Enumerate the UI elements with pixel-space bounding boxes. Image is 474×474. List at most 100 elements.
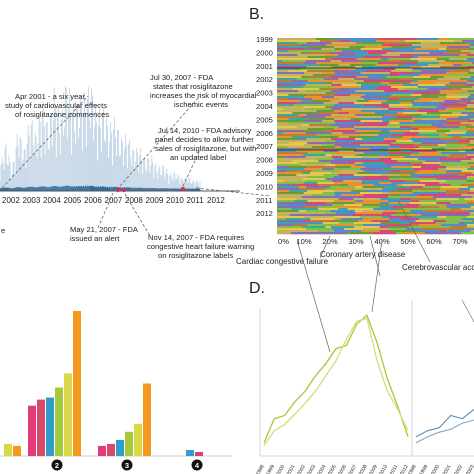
b-band-segment [324,54,339,57]
b-band-segment [469,68,474,71]
b-band-segment [440,162,468,165]
b-band-segment [316,86,334,89]
b-band-segment [412,216,438,219]
b-band-segment [412,140,440,143]
b-band-segment [282,60,306,63]
b-band-segment [378,158,392,161]
b-band-segment [460,184,474,187]
panel-c: 2 3 4 [0,311,232,471]
b-band-segment [277,174,297,177]
b-band-segment [277,142,289,145]
b-band-segment [441,152,468,155]
b-band-segment [331,178,355,181]
a-annotation-line: Jul 30, 2007 - FDA [150,73,214,82]
b-band-segment [277,44,301,47]
b-band-segment [379,182,392,185]
b-band-segment [389,56,413,59]
b-band-segment [277,184,292,187]
b-band-segment [425,184,451,187]
b-band-segment [364,70,392,73]
b-series-label: Cerebrovascular accid [402,263,474,272]
b-band-segment [343,180,362,183]
b-band-segment [277,190,290,193]
c-bar [64,373,72,456]
b-band-segment [312,98,336,101]
b-band-segment [362,210,385,213]
b-band-segment [325,92,335,95]
b-band-segment [452,88,462,91]
b-band-segment [288,142,308,145]
b-band-segment [335,164,356,167]
b-band-segment [305,204,332,207]
b-band-segment [457,116,470,119]
b-band-segment [436,178,451,181]
b-band-segment [277,52,302,55]
b-band-segment [461,218,474,221]
b-band-segment [458,140,470,143]
b-band-segment [362,162,385,165]
b-band-segment [467,228,474,231]
b-band-segment [330,100,357,103]
b-band-segment [469,70,474,73]
b-band-segment [440,66,467,69]
a-annotation-line: Nov 14, 2007 - FDA requires [148,233,244,242]
b-band-segment [334,72,361,75]
b-band-segment [380,106,390,109]
b-band-segment [332,82,357,85]
b-band-segment [417,230,440,233]
b-band-segment [334,144,361,147]
b-band-segment [458,188,470,191]
b-band-segment [417,158,440,161]
b-band-segment [417,182,440,185]
b-band-segment [277,58,304,61]
a-annotation-jul2007: Jul 30, 2007 - FDA states that rosiglitaz… [150,73,257,109]
b-series-label: Cardiac congestive failure [236,257,329,266]
b-band-segment [380,222,400,225]
b-band-segment [338,88,350,91]
b-band-segment [321,96,335,99]
b-band-segment [355,176,364,179]
b-band-segment [331,114,356,117]
b-band-segment [451,136,462,139]
b-band-segment [357,172,371,175]
b-band-segment [438,38,448,41]
b-band-segment [347,232,373,235]
b-band-segment [410,210,424,213]
d-x-label: 2007 [348,464,359,474]
d-x-label: 2001 [286,464,297,474]
b-band-segment [277,188,301,191]
b-band-segment [303,38,316,41]
b-band-segment [447,38,473,41]
b-band-segment [459,54,467,57]
b-band-segment [367,52,387,55]
b-band-segment [418,152,441,155]
a-annotation-leaders [1,95,271,237]
b-band-segment [361,66,384,69]
b-year-label: 2000 [256,48,273,57]
b-band-segment [382,120,390,123]
a-annotation-may2007: May 21, 2007 - FDA issued an alert [70,225,139,243]
b-band-segment [437,78,460,81]
b-band-segment [334,218,341,221]
b-band-segment [399,74,420,77]
b-band-segment [277,232,292,235]
b-band-segment [371,220,389,223]
b-band-segment [413,120,439,123]
b-band-segment [360,62,378,65]
b-band-segment [459,174,465,177]
b-band-segment [450,178,467,181]
b-band-segment [316,134,334,137]
a-event-markers [115,186,186,193]
b-band-segment [372,232,397,235]
b-band-segment [470,230,474,233]
b-band-segment [356,52,368,55]
b-band-segment [450,202,467,205]
b-band-segment [277,78,298,81]
b-band-segment [470,206,474,209]
b-band-segment [354,226,380,229]
b-band-segment [307,94,335,97]
b-band-segment [467,186,474,189]
b-band-segment [467,130,474,133]
a-year-label: 2004 [43,196,61,205]
b-band-segment [422,186,441,189]
